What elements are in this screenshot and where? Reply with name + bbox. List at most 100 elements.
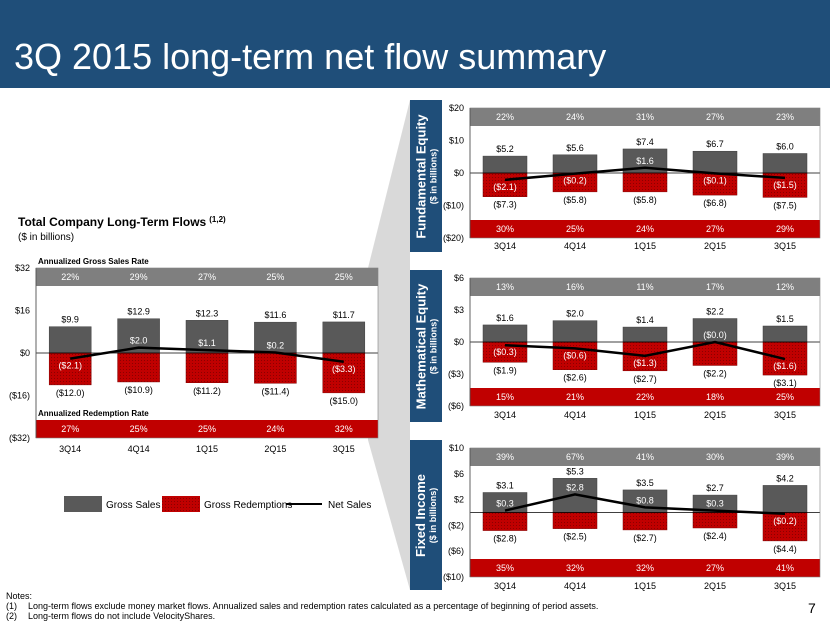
- total-net-sales-label: $2.0: [130, 336, 148, 346]
- mathematical-plot-frame: [469, 277, 821, 407]
- total-category-label: 3Q14: [59, 444, 81, 454]
- fundamental-category-label: 3Q15: [774, 241, 796, 251]
- fundamental-gross-sales-bar: [552, 154, 598, 174]
- total-redemption-rate-label: 25%: [198, 424, 216, 434]
- fixed-category-label: 1Q15: [634, 581, 656, 591]
- total-ytick-label: $16: [15, 306, 30, 316]
- mathematical-category-label: 4Q14: [564, 410, 586, 420]
- total-gross-redemptions-label: ($15.0): [330, 396, 359, 406]
- chart-fixed: ($10) ($6) ($2) $2 $6 $10 $3.1 ($2.8) $0.3 39% 35%…: [443, 443, 821, 591]
- mathematical-ytick-label: $0: [454, 337, 464, 347]
- total-plot-frame: [35, 267, 379, 439]
- fundamental-sales-rate-label: 31%: [636, 112, 654, 122]
- page-number: 7: [808, 600, 816, 616]
- mathematical-gross-redemptions-label: ($2.6): [563, 373, 587, 383]
- mathematical-sales-rate-label: 17%: [706, 282, 724, 292]
- fixed-gross-sales-label: $4.2: [776, 473, 794, 483]
- fixed-ytick-label: ($6): [448, 546, 464, 556]
- fundamental-category-label: 3Q14: [494, 241, 516, 251]
- fixed-gross-redemptions-label: ($4.4): [773, 544, 797, 554]
- total-net-sales-label: ($2.1): [58, 361, 82, 371]
- fixed-category-label: 4Q14: [564, 581, 586, 591]
- fixed-ytick-label: $10: [449, 443, 464, 453]
- fundamental-label: Fundamental Equity: [413, 113, 429, 239]
- mathematical-gross-redemptions-label: ($2.2): [703, 368, 727, 378]
- fixed-gross-sales-label: $5.3: [566, 466, 584, 476]
- total-redemption-rate-heading: Annualized Redemption Rate: [38, 409, 149, 418]
- fundamental-redemption-rate-label: 30%: [496, 224, 514, 234]
- fixed-gross-sales-label: $2.7: [706, 483, 724, 493]
- mathematical-gross-sales-label: $2.2: [706, 307, 724, 317]
- total-sales-rate-heading: Annualized Gross Sales Rate: [38, 257, 149, 266]
- note-2-text: Long-term flows do not include VelocityS…: [28, 611, 216, 621]
- total-gross-redemptions-label: ($11.2): [193, 386, 221, 396]
- legend-gross-redemptions-swatch: [162, 496, 200, 512]
- mathematical-net-sales-label: ($0.0): [703, 330, 727, 340]
- fixed-redemption-rate-label: 32%: [636, 563, 654, 573]
- fundamental-gross-redemptions-bar: [622, 172, 668, 193]
- total-sales-rate-label: 29%: [130, 272, 148, 282]
- mathematical-gross-sales-bar: [552, 320, 598, 343]
- fundamental-gross-redemptions-label: ($7.5): [773, 200, 797, 210]
- mathematical-gross-sales-label: $2.0: [566, 309, 584, 319]
- mathematical-net-sales-label: ($0.3): [493, 347, 517, 357]
- mathematical-gross-sales-label: $1.6: [496, 313, 514, 323]
- fixed-redemption-rate-label: 27%: [706, 563, 724, 573]
- fundamental-net-sales-label: ($0.2): [563, 176, 587, 186]
- fixed-ytick-label: $6: [454, 469, 464, 479]
- title-banner: 3Q 2015 long-term net flow summary: [0, 0, 830, 88]
- mathematical-net-sales-label: ($1.6): [773, 361, 797, 371]
- notes: Notes: (1) Long-term flows exclude money …: [6, 591, 598, 621]
- mathematical-redemption-rate-label: 22%: [636, 392, 654, 402]
- total-gross-sales-label: $11.6: [264, 310, 286, 320]
- fundamental-plot-frame: [469, 107, 821, 239]
- total-chart-subtitle: ($ in billions): [18, 232, 74, 243]
- fundamental-ytick-label: $0: [454, 168, 464, 178]
- mathematical-ytick-label: $3: [454, 305, 464, 315]
- fixed-sales-rate-label: 39%: [776, 452, 794, 462]
- mathematical-category-label: 2Q15: [704, 410, 726, 420]
- legend-gross-sales-label: Gross Sales: [106, 500, 160, 511]
- fixed-sales-rate-label: 39%: [496, 452, 514, 462]
- fixed-gross-sales-label: $3.5: [636, 478, 654, 488]
- mathematical-ytick-label: ($3): [448, 369, 464, 379]
- mathematical-redemption-rate-label: 15%: [496, 392, 514, 402]
- fixed-net-sales-label: $2.8: [566, 482, 584, 492]
- fundamental-gross-redemptions-label: ($5.8): [633, 195, 657, 205]
- fundamental-net-sales-label: $1.6: [636, 156, 654, 166]
- fixed-income-sublabel: ($ in billions): [428, 487, 439, 543]
- total-net-sales-label: $1.1: [198, 338, 216, 348]
- mathematical-ytick-label: $6: [454, 273, 464, 283]
- panel-label-fixed-income: Fixed Income ($ in billions): [410, 440, 442, 590]
- total-ytick-label: $32: [15, 263, 30, 273]
- fundamental-sales-rate-label: 23%: [776, 112, 794, 122]
- fixed-gross-redemptions-label: ($2.7): [633, 533, 657, 543]
- fixed-net-sales-label: $0.8: [636, 495, 654, 505]
- fixed-ytick-label: ($2): [448, 520, 464, 530]
- fixed-gross-redemptions-label: ($2.5): [563, 532, 587, 542]
- total-redemption-rate-label: 25%: [130, 424, 148, 434]
- fundamental-redemption-rate-label: 27%: [706, 224, 724, 234]
- total-net-sales-line: [70, 346, 344, 364]
- fundamental-sublabel: ($ in billions): [428, 148, 439, 204]
- total-redemption-rate-label: 27%: [61, 424, 79, 434]
- chart-fundamental: ($20) ($10) $0 $10 $20 $5.2 ($7.3) ($2.1) 22% 30%…: [443, 103, 821, 251]
- total-gross-redemptions-bar: [254, 352, 297, 384]
- fundamental-redemption-rate-label: 25%: [566, 224, 584, 234]
- mathematical-redemption-rate-label: 21%: [566, 392, 584, 402]
- total-redemption-rate-band: [36, 420, 378, 438]
- total-gross-redemptions-bar: [117, 352, 160, 383]
- fundamental-category-label: 4Q14: [564, 241, 586, 251]
- total-gross-sales-label: $9.9: [61, 315, 79, 325]
- fundamental-redemption-rate-band: [470, 220, 820, 238]
- mathematical-net-sales-label: ($0.6): [563, 350, 587, 360]
- chart-mathematical: ($6) ($3) $0 $3 $6 $1.6 ($1.9) ($0.3) 13% 15% 3Q14…: [448, 273, 821, 420]
- total-gross-redemptions-bar: [185, 352, 229, 383]
- fundamental-sales-rate-band: [470, 108, 820, 126]
- fixed-gross-sales-label: $3.1: [496, 481, 514, 491]
- mathematical-redemption-rate-label: 18%: [706, 392, 724, 402]
- fixed-plot-frame: [469, 447, 821, 578]
- total-gross-sales-bar: [48, 326, 92, 354]
- fixed-ytick-label: $2: [454, 495, 464, 505]
